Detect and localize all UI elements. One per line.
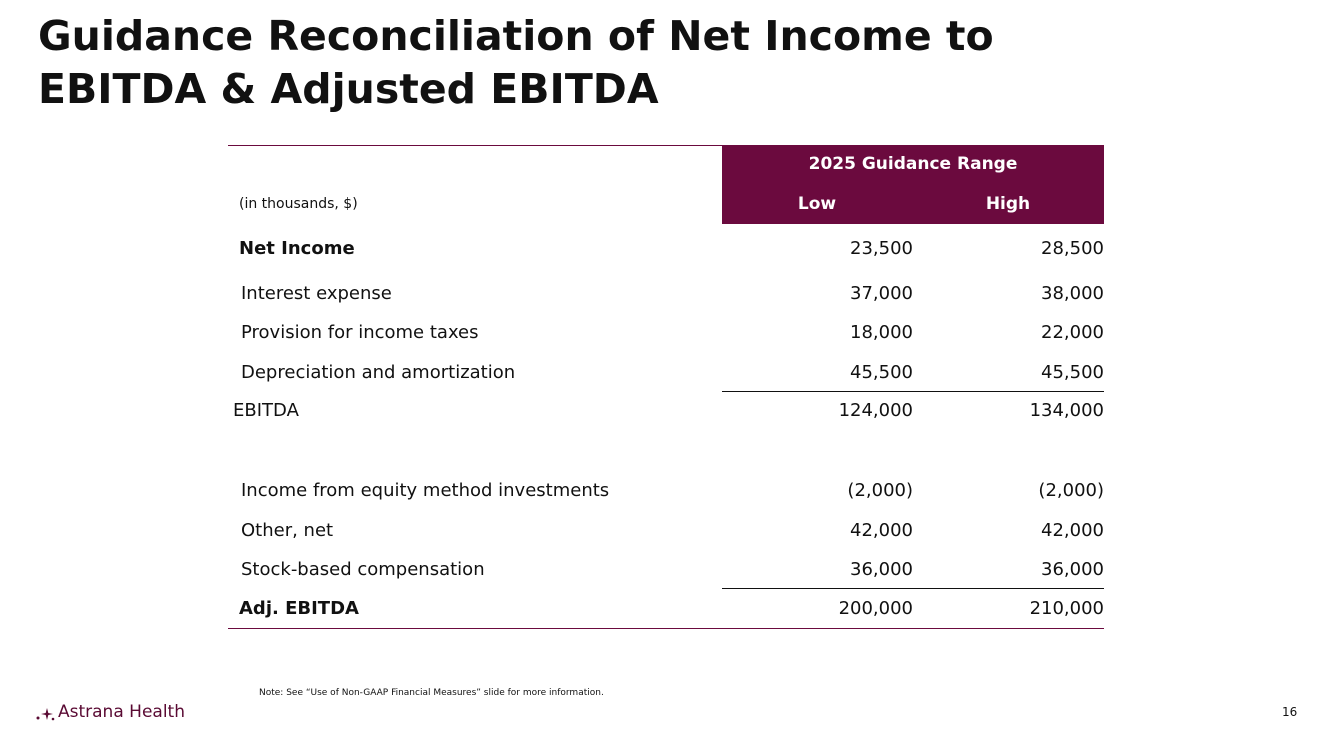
column-header: High — [985, 194, 1031, 214]
low-value: (2,000) — [847, 480, 913, 501]
slide-title: Guidance Reconciliation of Net Income to… — [38, 12, 994, 113]
header-band — [722, 145, 1104, 224]
row-label: Adj. EBITDA — [239, 598, 359, 619]
low-value: 36,000 — [850, 559, 913, 580]
high-value: 42,000 — [1041, 520, 1104, 541]
group-header: 2025 Guidance Range — [808, 154, 1018, 174]
high-value: (2,000) — [1038, 480, 1104, 501]
low-value: 200,000 — [838, 598, 913, 619]
row-label: Provision for income taxes — [241, 322, 479, 343]
brand-name: Astrana Health — [58, 702, 185, 722]
units-label: (in thousands, $) — [239, 196, 358, 212]
high-value: 45,500 — [1041, 362, 1104, 383]
row-label: Net Income — [239, 238, 355, 259]
table-bottom-rule — [228, 628, 1104, 629]
high-value: 38,000 — [1041, 283, 1104, 304]
high-value: 36,000 — [1041, 559, 1104, 580]
row-label: Depreciation and amortization — [241, 362, 516, 383]
high-value: 28,500 — [1041, 238, 1104, 259]
table-top-rule — [228, 145, 722, 146]
row-label: Stock-based compensation — [241, 559, 485, 580]
low-value: 37,000 — [850, 283, 913, 304]
column-header: Low — [797, 194, 837, 214]
row-label: EBITDA — [233, 400, 299, 421]
row-label: Income from equity method investments — [241, 480, 610, 501]
brand-icon — [36, 708, 55, 721]
page-number: 16 — [1282, 705, 1298, 719]
low-value: 23,500 — [850, 238, 913, 259]
high-value: 22,000 — [1041, 322, 1104, 343]
footnote: Note: See “Use of Non-GAAP Financial Mea… — [259, 688, 604, 698]
high-value: 210,000 — [1029, 598, 1104, 619]
low-value: 18,000 — [850, 322, 913, 343]
high-value: 134,000 — [1029, 400, 1104, 421]
subtotal-rule — [722, 391, 1104, 392]
subtotal-rule — [722, 588, 1104, 589]
low-value: 42,000 — [850, 520, 913, 541]
low-value: 124,000 — [838, 400, 913, 421]
row-label: Interest expense — [241, 283, 392, 304]
row-label: Other, net — [241, 520, 334, 541]
low-value: 45,500 — [850, 362, 913, 383]
